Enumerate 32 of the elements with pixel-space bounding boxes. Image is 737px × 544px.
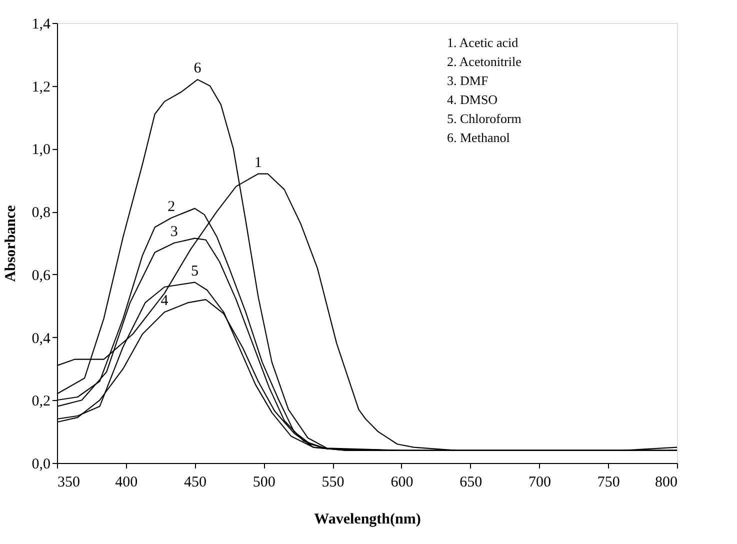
annotation: 2 — [168, 198, 176, 215]
y-tick-label: 1,0 — [32, 142, 50, 158]
x-axis-title: Wavelength(nm) — [314, 512, 421, 528]
y-axis-title: Absorbance — [2, 204, 19, 282]
annotation: 6. Methanol — [447, 130, 510, 145]
y-tick-label: 1,2 — [32, 79, 50, 96]
y-tick-label: 0,6 — [32, 268, 51, 284]
y-tick-label: 0,0 — [32, 456, 50, 472]
x-tick-label: 600 — [390, 474, 414, 490]
x-tick-label: 450 — [184, 474, 207, 490]
x-tick-label: 500 — [252, 474, 276, 490]
y-tick-label: 0,4 — [32, 330, 51, 347]
x-tick-label: 550 — [322, 474, 344, 490]
x-tick-label: 750 — [597, 474, 620, 490]
annotation: 5 — [191, 263, 199, 280]
annotation: 4 — [160, 293, 169, 310]
x-tick-label: 700 — [528, 474, 551, 490]
y-tick-label: 0,8 — [32, 205, 50, 222]
x-tick-label: 800 — [655, 474, 678, 490]
y-tick-label: 1,4 — [32, 16, 51, 32]
annotation: 5. Chloroform — [447, 111, 522, 126]
annotation: 1 — [254, 154, 262, 171]
x-tick-label: 350 — [58, 474, 80, 490]
annotation: 2. Acetonitrile — [447, 54, 522, 69]
annotation: 3 — [170, 224, 178, 240]
annotation: 3. DMF — [447, 73, 488, 88]
x-tick-label: 650 — [460, 474, 482, 490]
annotation: 4. DMSO — [447, 92, 498, 107]
annotation: 6 — [194, 60, 202, 77]
y-tick-label: 0,2 — [32, 394, 50, 410]
x-tick-label: 400 — [115, 474, 138, 490]
annotation: 1. Acetic acid — [447, 35, 519, 50]
